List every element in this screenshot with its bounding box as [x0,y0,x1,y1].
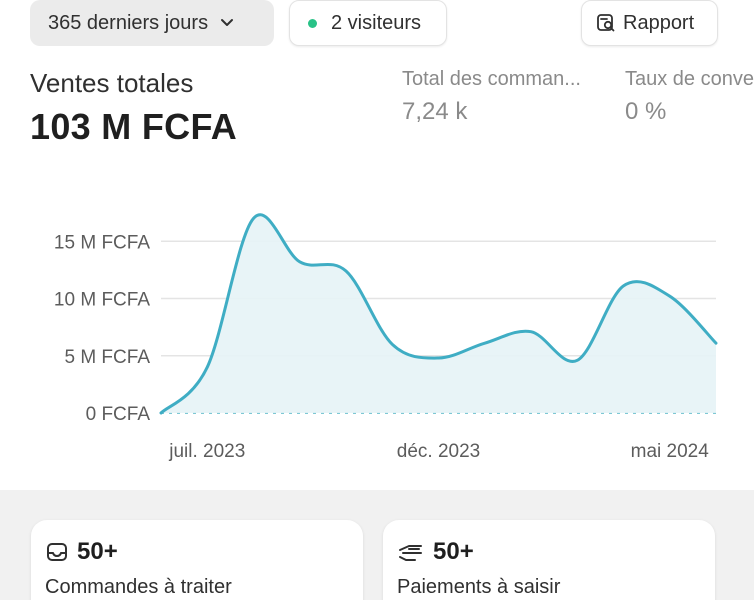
report-label: Rapport [623,11,695,34]
orders-metric-value: 7,24 k [402,98,468,125]
conversion-metric-label[interactable]: Taux de conversion [625,68,754,90]
sales-chart[interactable]: 0 FCFA 5 M FCFA 10 M FCFA 15 M FCFA juil. 20… [0,200,754,470]
sales-area-fill [161,214,716,413]
payments-to-capture-label: Paiements à saisir [397,576,561,598]
payments-to-capture-card[interactable]: 50+ Paiements à saisir [383,520,715,600]
total-sales-value: 103 M FCFA [30,106,238,147]
payment-hand-icon [399,545,422,561]
report-button[interactable]: Rapport [581,0,718,46]
y-tick-label: 5 M FCFA [64,347,150,368]
conversion-metric-value: 0 % [625,98,667,125]
chevron-down-icon [221,19,234,26]
inbox-icon [47,543,67,561]
total-sales-label[interactable]: Ventes totales [30,68,194,98]
period-selector-button[interactable]: 365 derniers jours [30,0,274,46]
y-tick-label: 15 M FCFA [54,232,150,253]
orders-to-process-card[interactable]: 50+ Commandes à traiter [31,520,363,600]
tasks-section: 50+ Commandes à traiter 50+ Paiements à … [0,490,754,600]
orders-to-process-count: 50+ [77,538,118,565]
orders-metric-label[interactable]: Total des comman... [402,68,581,90]
x-tick-label: juil. 2023 [168,441,245,462]
report-search-icon [597,14,615,32]
period-label: 365 derniers jours [48,11,209,34]
payments-to-capture-count: 50+ [433,538,474,565]
visitors-label: 2 visiteurs [331,11,422,34]
x-tick-label: mai 2024 [631,441,710,462]
live-dot-icon [308,18,317,28]
sales-series-line [159,213,718,415]
x-tick-label: déc. 2023 [397,441,480,462]
orders-to-process-label: Commandes à traiter [45,576,232,598]
live-visitors-button[interactable]: 2 visiteurs [289,0,447,46]
toolbar: 365 derniers jours 2 visiteurs Rapport [0,0,754,56]
y-tick-label: 0 FCFA [86,404,151,425]
y-tick-label: 10 M FCFA [54,290,150,311]
